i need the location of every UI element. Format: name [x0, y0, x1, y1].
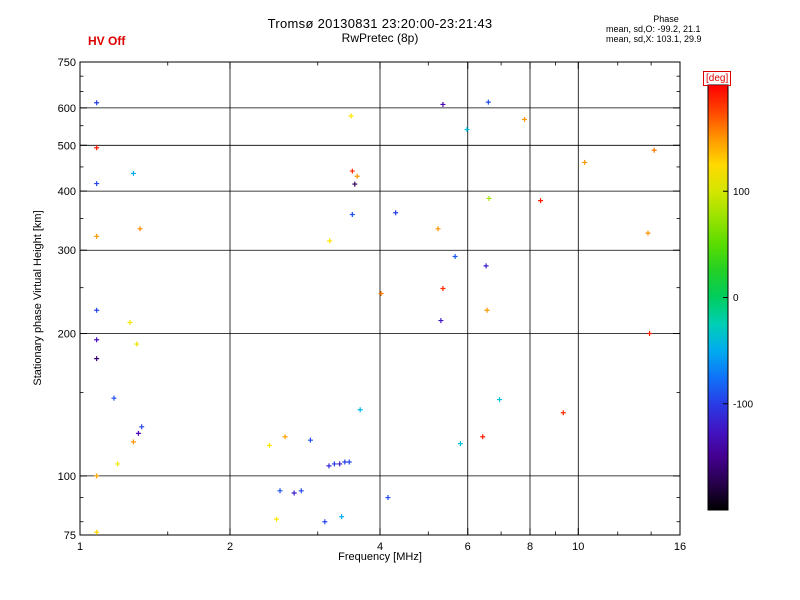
- data-point: [486, 195, 492, 201]
- data-point: [326, 463, 332, 469]
- data-point: [94, 337, 100, 343]
- data-point: [322, 519, 328, 525]
- data-point: [139, 424, 145, 430]
- data-point: [94, 145, 100, 151]
- data-point: [94, 233, 100, 239]
- y-tick-label: 200: [58, 329, 76, 341]
- data-point: [291, 490, 297, 496]
- data-point: [115, 461, 121, 467]
- data-point: [134, 341, 140, 347]
- y-tick-label: 500: [58, 140, 76, 152]
- colorbar-tick-label: 0: [733, 293, 739, 304]
- data-point: [485, 99, 491, 105]
- data-point: [349, 211, 355, 217]
- data-point: [651, 147, 657, 153]
- data-point: [352, 181, 358, 187]
- data-point: [327, 238, 333, 244]
- data-point: [94, 307, 100, 313]
- data-point: [538, 198, 544, 204]
- data-point: [385, 495, 391, 501]
- data-point: [522, 116, 528, 122]
- data-point: [357, 407, 363, 413]
- data-point: [94, 181, 100, 187]
- phase-stats-title: Phase: [653, 14, 679, 24]
- phase-stats-o-mode: mean, sd,O: -99.2, 21.1: [606, 24, 701, 34]
- data-point: [274, 516, 280, 522]
- y-tick-label: 100: [58, 471, 76, 483]
- data-point: [266, 442, 272, 448]
- data-point: [130, 439, 136, 445]
- data-point: [307, 437, 313, 443]
- data-point: [560, 410, 566, 416]
- data-point: [645, 230, 651, 236]
- data-point: [277, 488, 283, 494]
- data-point: [378, 291, 384, 297]
- data-point: [130, 170, 136, 176]
- data-point: [337, 461, 343, 467]
- y-tick-label: 600: [58, 103, 76, 115]
- data-point: [111, 395, 117, 401]
- data-point: [647, 331, 653, 337]
- data-point: [480, 434, 486, 440]
- x-tick-label: 10: [572, 541, 584, 553]
- data-point: [94, 529, 100, 535]
- colorbar-tick-label: 100: [733, 187, 750, 198]
- data-point: [94, 100, 100, 106]
- data-point: [440, 101, 446, 107]
- x-tick-label: 1: [77, 541, 83, 553]
- y-tick-label: 400: [58, 186, 76, 198]
- data-point: [435, 226, 441, 232]
- x-tick-label: 16: [674, 541, 686, 553]
- data-point: [483, 263, 489, 269]
- data-point: [282, 434, 288, 440]
- data-point: [339, 514, 345, 520]
- hv-status-badge: HV Off: [88, 34, 126, 48]
- data-point: [127, 320, 133, 326]
- data-point: [582, 159, 588, 165]
- data-point: [298, 488, 304, 494]
- colorbar-tick-label: -100: [733, 399, 753, 410]
- data-point: [349, 168, 355, 174]
- phase-stats-x-mode: mean, sd,X: 103.1, 29.9: [606, 34, 702, 44]
- data-point: [348, 113, 354, 119]
- plot-subtitle: RwPretec (8p): [341, 31, 419, 45]
- data-point: [438, 318, 444, 324]
- x-tick-label: 6: [465, 541, 471, 553]
- plot-title: Tromsø 20130831 23:20:00-23:21:43: [267, 16, 493, 31]
- data-point: [497, 397, 503, 403]
- phase-stats-block: Phase mean, sd,O: -99.2, 21.1 mean, sd,X…: [606, 14, 726, 44]
- data-point: [440, 286, 446, 292]
- data-point: [137, 226, 143, 232]
- data-point: [354, 173, 360, 179]
- x-tick-label: 4: [377, 541, 383, 553]
- colorbar-unit-label: [deg]: [703, 71, 732, 86]
- data-point: [342, 459, 348, 465]
- x-tick-label: 8: [527, 541, 533, 553]
- x-tick-label: 2: [227, 541, 233, 553]
- data-point: [457, 441, 463, 447]
- y-tick-label: 300: [58, 245, 76, 257]
- data-point: [331, 461, 337, 467]
- y-tick-label: 75: [64, 530, 76, 542]
- data-point: [452, 253, 458, 259]
- y-tick-label: 750: [58, 57, 76, 69]
- data-point: [94, 356, 100, 362]
- data-point: [393, 210, 399, 216]
- x-axis-label: Frequency [MHz]: [338, 551, 422, 563]
- data-point: [484, 307, 490, 313]
- data-point: [135, 430, 141, 436]
- data-point: [464, 126, 470, 132]
- data-point: [94, 473, 100, 479]
- y-axis-label: Stationary phase Virtual Height [km]: [32, 210, 44, 386]
- data-point: [346, 459, 352, 465]
